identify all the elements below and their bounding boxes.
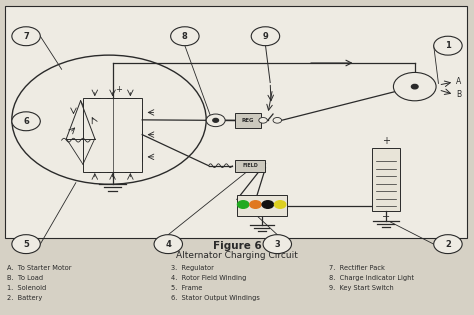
Circle shape <box>434 235 462 254</box>
Text: REG: REG <box>241 118 254 123</box>
Circle shape <box>237 201 249 208</box>
Circle shape <box>434 36 462 55</box>
Circle shape <box>262 201 273 208</box>
Bar <box>235 113 261 128</box>
Bar <box>372 148 400 211</box>
Circle shape <box>393 72 436 101</box>
Text: Alternator Charging Circuit: Alternator Charging Circuit <box>176 251 298 260</box>
Circle shape <box>274 201 286 208</box>
Text: 3.  Regulator: 3. Regulator <box>171 265 213 271</box>
Bar <box>237 195 287 216</box>
Circle shape <box>12 112 40 131</box>
Text: 8.  Charge Indicator Light: 8. Charge Indicator Light <box>329 275 414 281</box>
Text: B.  To Load: B. To Load <box>7 275 43 281</box>
Text: 9: 9 <box>263 32 268 41</box>
Circle shape <box>206 114 225 127</box>
Text: B: B <box>456 90 461 99</box>
Text: 5.  Frame: 5. Frame <box>171 285 202 291</box>
Bar <box>5 6 467 238</box>
Text: −: − <box>382 212 390 222</box>
Text: A: A <box>456 77 461 86</box>
Text: 4: 4 <box>165 240 171 249</box>
Bar <box>83 98 142 172</box>
Text: 9.  Key Start Switch: 9. Key Start Switch <box>329 285 394 291</box>
Circle shape <box>411 84 418 89</box>
Circle shape <box>12 235 40 254</box>
Text: 1.  Solenoid: 1. Solenoid <box>7 285 46 291</box>
Circle shape <box>251 27 280 46</box>
Text: 7.  Rectifier Pack: 7. Rectifier Pack <box>329 265 385 271</box>
Bar <box>235 160 265 172</box>
Text: 2.  Battery: 2. Battery <box>7 295 42 301</box>
Circle shape <box>213 118 219 122</box>
Text: 3: 3 <box>274 240 280 249</box>
Text: 2: 2 <box>445 240 451 249</box>
Text: 4.  Rotor Field Winding: 4. Rotor Field Winding <box>171 275 246 281</box>
Text: 8: 8 <box>182 32 188 41</box>
Text: Figure 6: Figure 6 <box>213 241 261 251</box>
Circle shape <box>12 27 40 46</box>
Text: 7: 7 <box>23 32 29 41</box>
Text: +: + <box>382 136 390 146</box>
Circle shape <box>250 201 261 208</box>
Text: 5: 5 <box>23 240 29 249</box>
Text: 6.  Stator Output Windings: 6. Stator Output Windings <box>171 295 259 301</box>
Text: 6: 6 <box>23 117 29 126</box>
Circle shape <box>259 117 267 123</box>
Text: FIELD: FIELD <box>242 163 258 168</box>
Text: A.  To Starter Motor: A. To Starter Motor <box>7 265 72 271</box>
Circle shape <box>171 27 199 46</box>
Circle shape <box>263 235 292 254</box>
Circle shape <box>154 235 182 254</box>
Circle shape <box>273 117 282 123</box>
Text: +: + <box>115 85 122 94</box>
Text: 1: 1 <box>445 41 451 50</box>
